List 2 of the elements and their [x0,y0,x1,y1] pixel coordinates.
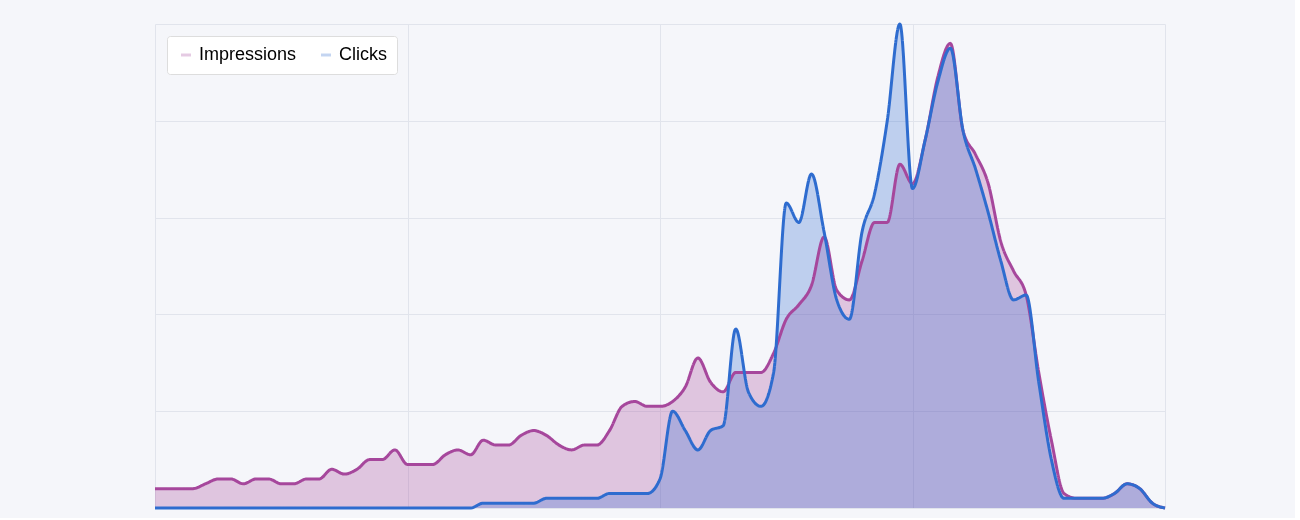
legend-label: Impressions [199,44,297,64]
legend-label: Clicks [339,44,387,64]
